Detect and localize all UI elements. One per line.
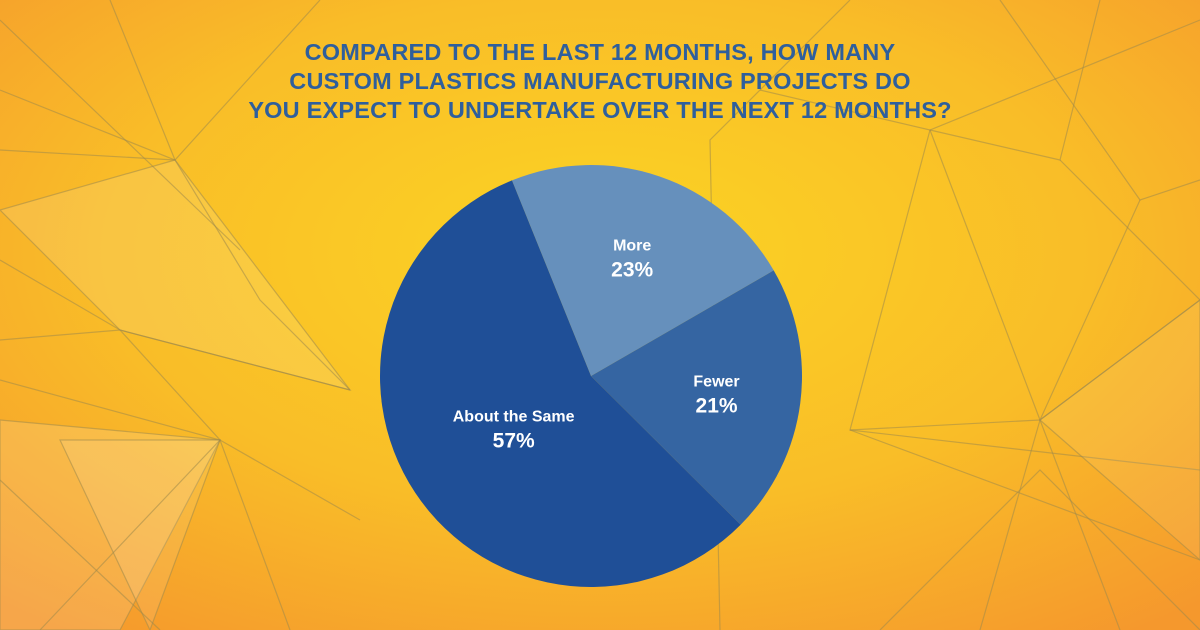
pie-value-fewer: 21% xyxy=(696,394,738,417)
pie-value-more: 23% xyxy=(611,258,653,281)
chart-title-line-1: COMPARED TO THE LAST 12 MONTHS, HOW MANY xyxy=(304,39,896,65)
pie-label-more: More xyxy=(613,237,651,254)
pie-slice-fewer xyxy=(591,270,803,525)
chart-title-line-2: CUSTOM PLASTICS MANUFACTURING PROJECTS D… xyxy=(289,68,911,94)
chart-title: COMPARED TO THE LAST 12 MONTHS, HOW MANY… xyxy=(200,38,1000,125)
pie-slices xyxy=(379,165,803,588)
pie-value-about-the-same: 57% xyxy=(493,429,535,452)
pie-slice-more xyxy=(511,165,774,376)
pie-label-about-the-same: About the Same xyxy=(453,408,575,425)
pie-label-fewer: Fewer xyxy=(693,373,739,390)
pie-labels: More 23% Fewer 21% About the Same 57% xyxy=(453,237,740,452)
chart-title-line-3: YOU EXPECT TO UNDERTAKE OVER THE NEXT 12… xyxy=(248,97,952,123)
pie-slice-about-the-same xyxy=(379,180,741,588)
